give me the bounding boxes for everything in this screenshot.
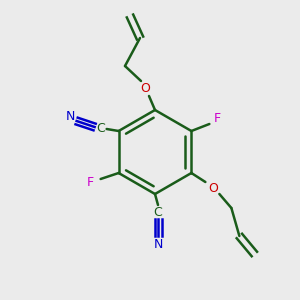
Text: F: F xyxy=(87,176,94,190)
Text: F: F xyxy=(214,112,221,125)
Text: N: N xyxy=(153,238,163,250)
Text: O: O xyxy=(140,82,150,94)
Text: N: N xyxy=(66,110,75,124)
Text: C: C xyxy=(154,206,162,218)
Text: C: C xyxy=(96,122,105,136)
Text: O: O xyxy=(208,182,218,194)
